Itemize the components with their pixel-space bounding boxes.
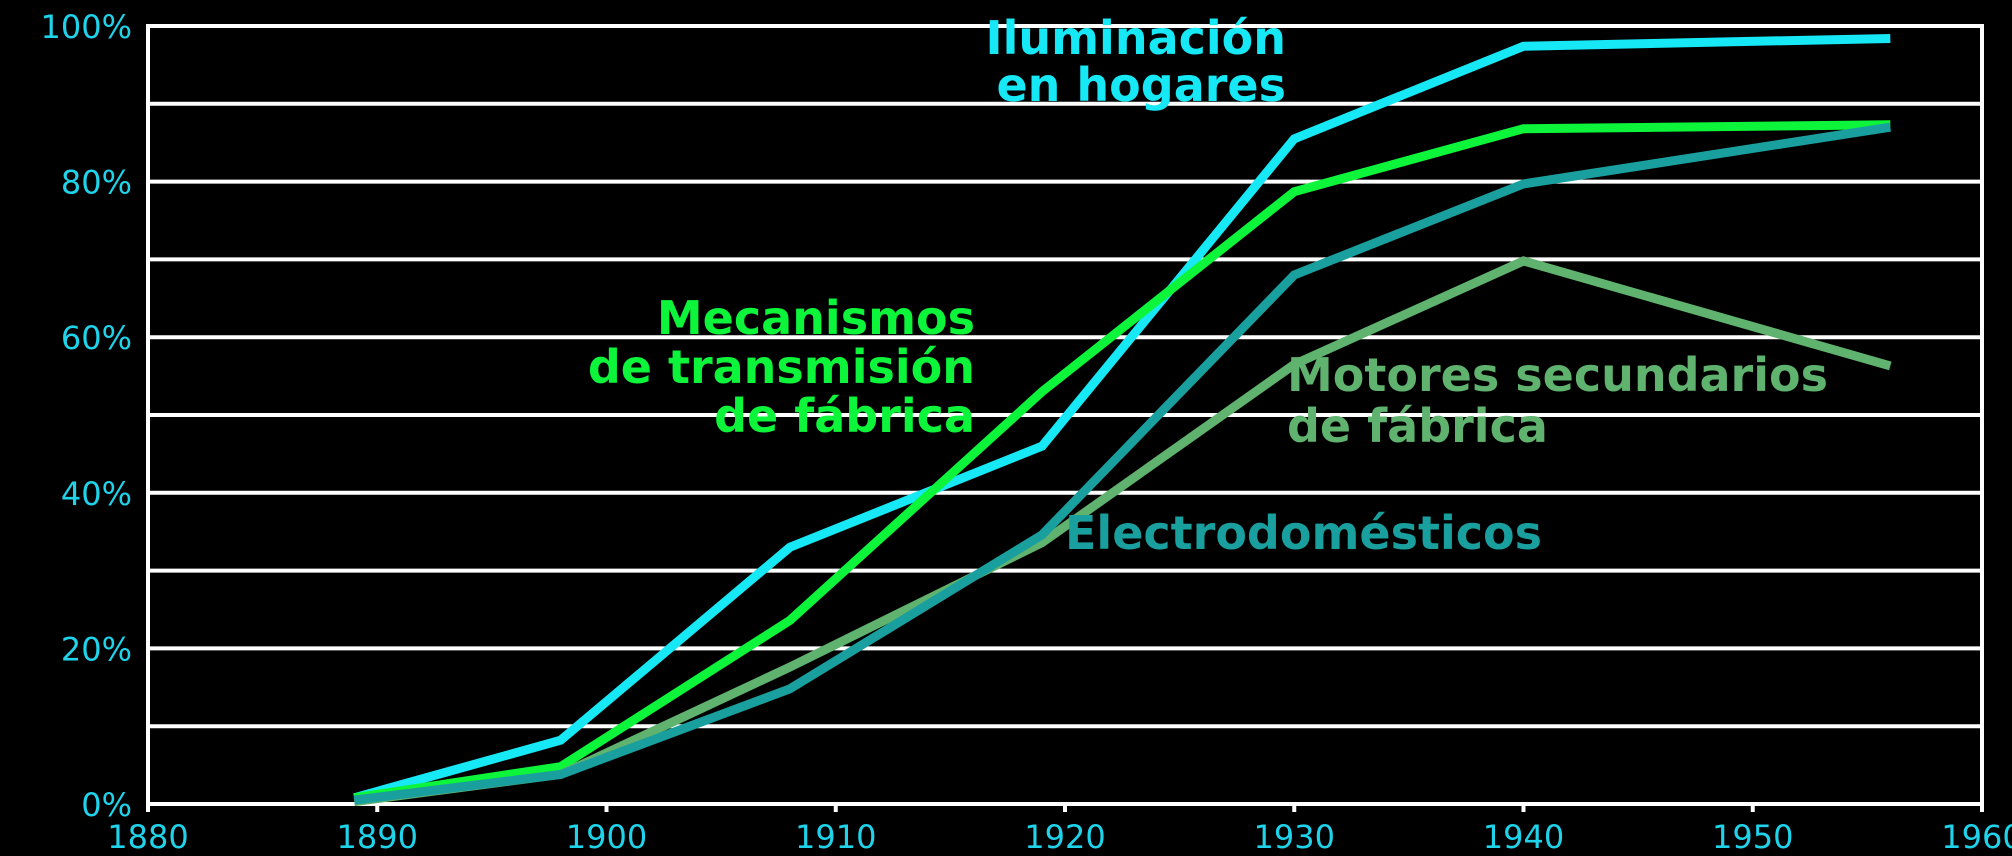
x-tick-label: 1880 (107, 818, 188, 856)
series-label: Mecanismos (657, 291, 975, 345)
series-label: Motores secundarios (1287, 348, 1828, 402)
y-tick-label: 0% (81, 786, 132, 824)
x-tick-label: 1940 (1483, 818, 1564, 856)
series-label: de fábrica (714, 389, 975, 443)
x-tick-label: 1930 (1254, 818, 1335, 856)
series-label: de fábrica (1287, 399, 1548, 453)
series-line (353, 122, 1891, 805)
x-tick-label: 1900 (566, 818, 647, 856)
y-tick-label: 20% (61, 630, 132, 668)
series-label: en hogares (996, 58, 1286, 112)
series-label: de transmisión (588, 340, 975, 394)
x-tick-label: 1950 (1712, 818, 1793, 856)
series-label: Electrodomésticos (1065, 506, 1542, 560)
series-line (353, 120, 1891, 803)
series-label: Iluminación (985, 11, 1286, 65)
x-tick-label: 1890 (337, 818, 418, 856)
series-line (353, 33, 1891, 803)
x-tick-label: 1910 (795, 818, 876, 856)
y-tick-label: 40% (61, 475, 132, 513)
y-tick-label: 100% (41, 8, 132, 46)
y-tick-label: 80% (61, 164, 132, 202)
x-tick-label: 1960 (1941, 818, 2012, 856)
x-tick-label: 1920 (1024, 818, 1105, 856)
y-tick-label: 60% (61, 319, 132, 357)
